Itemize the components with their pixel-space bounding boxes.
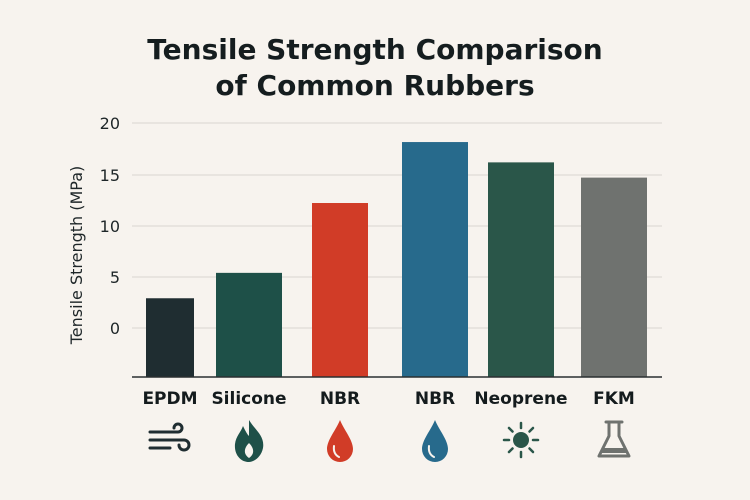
water-drop-icon [327, 420, 353, 462]
x-tick-label: EPDM [142, 389, 197, 409]
flask-icon [597, 420, 631, 458]
x-tick-label: NBR [415, 389, 455, 409]
y-axis-ticks: 20 15 10 5 0 [100, 114, 120, 338]
category-icons [148, 420, 631, 462]
y-tick-label: 15 [100, 166, 120, 185]
y-tick-label: 5 [110, 268, 120, 287]
flame-icon [234, 420, 264, 462]
x-tick-label: NBR [320, 389, 360, 409]
bar [146, 298, 194, 377]
chart-title-line-1: Tensile Strength Comparison [147, 33, 603, 66]
y-axis-label: Tensile Strength (MPa) [67, 166, 86, 346]
bars [146, 142, 647, 377]
category-labels: EPDM Silicone NBR NBR Neoprene FKM [142, 389, 634, 409]
oil-drop-icon [422, 420, 448, 462]
y-tick-label: 10 [100, 217, 120, 236]
bar [216, 272, 282, 377]
chart-title: Tensile Strength Comparison of Common Ru… [0, 32, 750, 104]
wind-icon [148, 422, 191, 452]
sun-icon [502, 421, 540, 459]
x-tick-label: FKM [593, 389, 635, 409]
x-tick-label: Neoprene [474, 389, 567, 409]
y-tick-label: 20 [100, 114, 120, 133]
bar [488, 162, 554, 377]
chart-title-line-2: of Common Rubbers [215, 69, 535, 102]
bar [581, 177, 647, 377]
bar [402, 142, 468, 377]
x-tick-label: Silicone [211, 389, 286, 409]
y-tick-label: 0 [110, 319, 120, 338]
bar [312, 203, 368, 377]
